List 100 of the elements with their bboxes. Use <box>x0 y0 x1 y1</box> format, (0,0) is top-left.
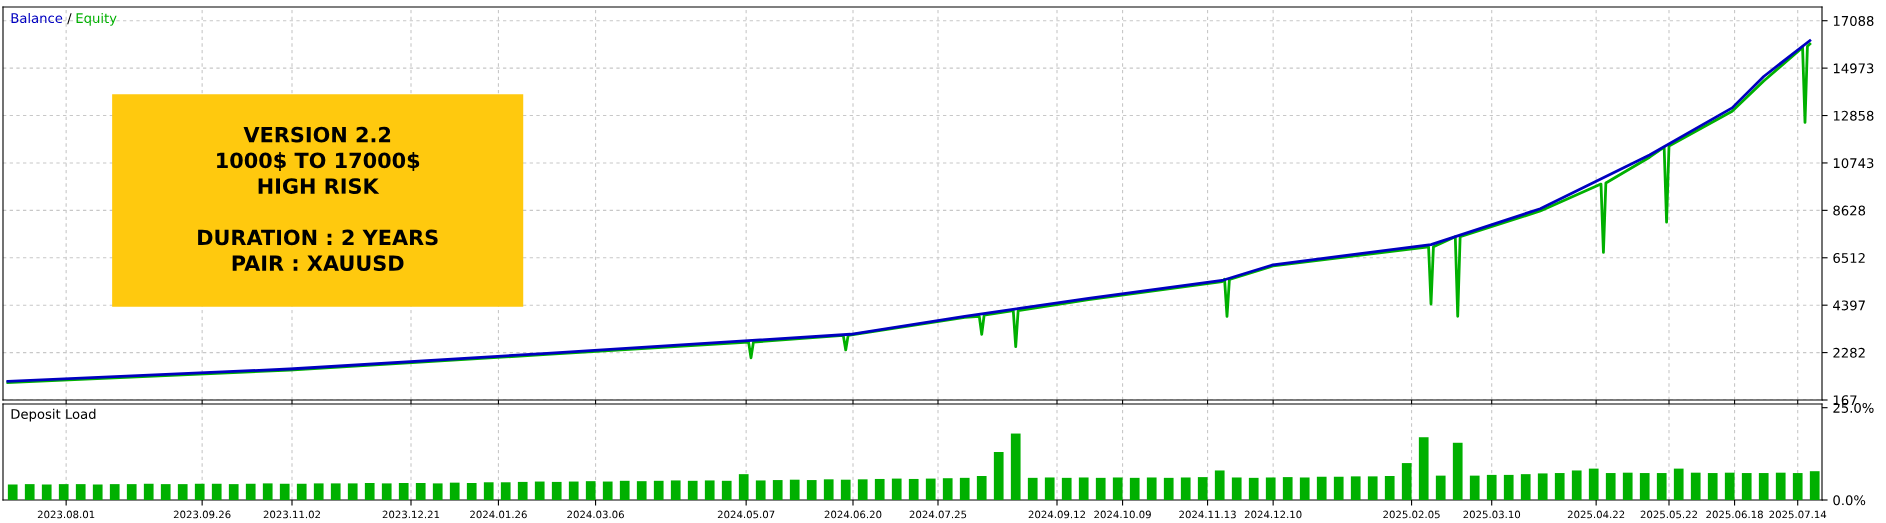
bar <box>1010 433 1021 500</box>
y-tick-label: 12858 <box>1833 110 1874 121</box>
bar <box>602 481 613 500</box>
bar <box>1741 473 1752 500</box>
bar <box>1027 477 1038 500</box>
bar <box>551 481 562 500</box>
bar <box>1112 477 1123 500</box>
bar <box>1282 477 1293 500</box>
bar <box>517 481 528 500</box>
bar <box>568 481 579 500</box>
x-tick-label: 2023.12.21 <box>382 510 440 519</box>
bar <box>1656 473 1667 500</box>
bar <box>772 480 783 500</box>
chart-title: Deposit Load <box>11 408 96 422</box>
bar <box>704 480 715 500</box>
bar <box>636 481 647 500</box>
bar <box>109 484 120 500</box>
y-tick-label: 6512 <box>1833 253 1865 263</box>
bar <box>24 484 35 500</box>
bar <box>1520 474 1531 500</box>
bar <box>1452 442 1463 500</box>
text: Balance <box>11 12 63 24</box>
bar <box>347 483 358 500</box>
x-tick-label: 2023.09.26 <box>173 510 231 519</box>
bar <box>1775 472 1786 500</box>
annotation: / <box>67 13 72 25</box>
x-tick-label: 2024.09.12 <box>1028 510 1086 519</box>
bar <box>194 483 205 500</box>
bar <box>1554 473 1565 500</box>
bar <box>721 480 732 500</box>
bar <box>1078 477 1089 500</box>
bar <box>398 483 409 500</box>
y-tick-label: 0.0% <box>1833 495 1866 506</box>
x-tick-label: 2025.03.10 <box>1463 510 1521 519</box>
bar <box>619 480 630 500</box>
bar <box>126 484 137 500</box>
x-tick-label: 2024.11.13 <box>1179 510 1236 519</box>
x-tick-label: 2024.03.06 <box>567 510 624 519</box>
bar <box>806 480 817 500</box>
x-tick-label: 2025.04.22 <box>1567 510 1625 519</box>
bar <box>874 478 885 500</box>
bar <box>1180 477 1191 500</box>
bar <box>585 481 596 500</box>
bar <box>1469 475 1480 500</box>
bar <box>41 484 52 500</box>
bar <box>92 484 103 500</box>
bar <box>466 483 477 500</box>
bar <box>891 478 902 500</box>
bar <box>1622 472 1633 500</box>
bar <box>177 484 188 500</box>
x-tick-label: 2024.10.09 <box>1094 510 1151 519</box>
bar <box>1639 473 1650 500</box>
bar <box>959 477 970 500</box>
bar <box>1724 472 1735 500</box>
bar <box>1690 472 1701 500</box>
x-tick-label: 2023.08.01 <box>37 510 95 519</box>
bar <box>381 483 392 500</box>
bar <box>483 482 494 500</box>
bar <box>1044 477 1055 500</box>
bar <box>1061 477 1072 500</box>
bar <box>1486 474 1497 500</box>
x-tick-label: 2025.02.05 <box>1383 510 1440 519</box>
bar <box>789 479 800 500</box>
bar <box>1758 473 1769 500</box>
bar <box>1571 470 1582 500</box>
bar <box>653 480 664 500</box>
x-tick-label: 2025.06.18 <box>1706 510 1763 519</box>
bar <box>330 483 341 500</box>
bar <box>313 483 324 500</box>
bar <box>1809 471 1820 500</box>
bar <box>1588 468 1599 500</box>
bar <box>1792 473 1803 500</box>
bar <box>1605 473 1616 500</box>
bar <box>1248 477 1259 500</box>
bar <box>1537 473 1548 500</box>
y-tick-label: 10743 <box>1833 158 1874 169</box>
bar <box>279 483 290 500</box>
bar <box>7 484 18 500</box>
x-tick-label: 2024.05.07 <box>717 510 775 519</box>
bar <box>755 480 766 500</box>
bar <box>1095 477 1106 500</box>
bar <box>840 479 851 500</box>
bar <box>1384 476 1395 500</box>
bar <box>449 482 460 500</box>
bar <box>296 483 307 500</box>
y-tick-label: 14973 <box>1833 63 1874 74</box>
bar <box>75 484 86 500</box>
bar <box>857 479 868 500</box>
bar <box>1367 476 1378 500</box>
bar <box>1350 476 1361 500</box>
bar <box>1316 476 1327 500</box>
x-tick-label: 2024.06.20 <box>824 510 882 519</box>
bar <box>908 478 919 500</box>
bar <box>942 478 953 500</box>
bar <box>1707 473 1718 500</box>
x-tick-label: 2024.12.10 <box>1244 510 1302 519</box>
bar <box>143 483 154 500</box>
bar <box>925 478 936 500</box>
bar <box>58 484 69 500</box>
bar <box>1163 477 1174 500</box>
